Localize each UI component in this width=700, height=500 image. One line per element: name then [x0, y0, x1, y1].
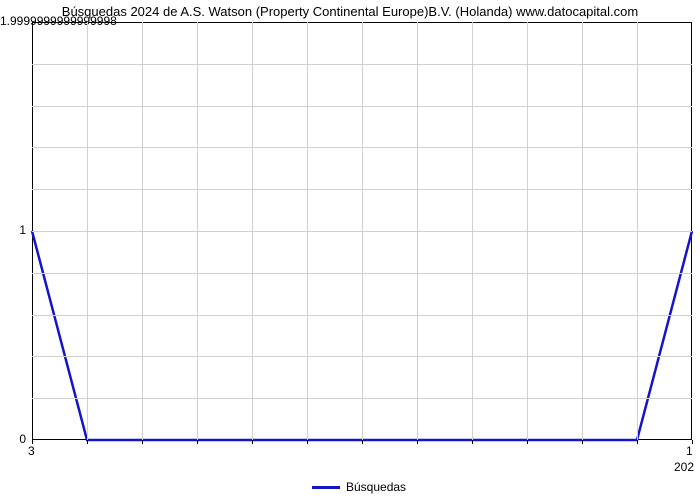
x-axis-right-sublabel: 202 [674, 460, 694, 474]
x-axis-tick-mark [472, 440, 473, 444]
x-axis-tick-mark [87, 440, 88, 444]
grid-line-vertical [307, 22, 308, 440]
grid-line-vertical [142, 22, 143, 440]
grid-line-vertical [582, 22, 583, 440]
y-axis-tick-label: 0 [0, 432, 26, 446]
legend: Búsquedas [312, 480, 406, 494]
grid-line-vertical [417, 22, 418, 440]
grid-line-vertical [252, 22, 253, 440]
x-axis-tick-mark [417, 440, 418, 444]
x-axis-tick-mark [362, 440, 363, 444]
grid-line-vertical [362, 22, 363, 440]
line-series-layer [0, 0, 700, 500]
x-axis-right-label: 1 [686, 444, 693, 458]
grid-line-vertical [527, 22, 528, 440]
x-axis-tick-mark [252, 440, 253, 444]
y-axis-tick-label: 1.9999999999999998 [0, 14, 26, 28]
grid-line-vertical [87, 22, 88, 440]
legend-swatch [312, 486, 340, 489]
x-axis-left-label: 3 [28, 444, 35, 458]
x-axis-tick-mark [582, 440, 583, 444]
chart: Búsquedas 2024 de A.S. Watson (Property … [0, 0, 700, 500]
x-axis-tick-mark [197, 440, 198, 444]
x-axis-tick-mark [637, 440, 638, 444]
x-axis-tick-mark [527, 440, 528, 444]
grid-line-vertical [472, 22, 473, 440]
grid-line-vertical [197, 22, 198, 440]
x-axis-tick-mark [142, 440, 143, 444]
x-axis-tick-mark [307, 440, 308, 444]
grid-line-vertical [637, 22, 638, 440]
legend-label: Búsquedas [346, 480, 406, 494]
y-axis-tick-label: 1 [0, 223, 26, 237]
